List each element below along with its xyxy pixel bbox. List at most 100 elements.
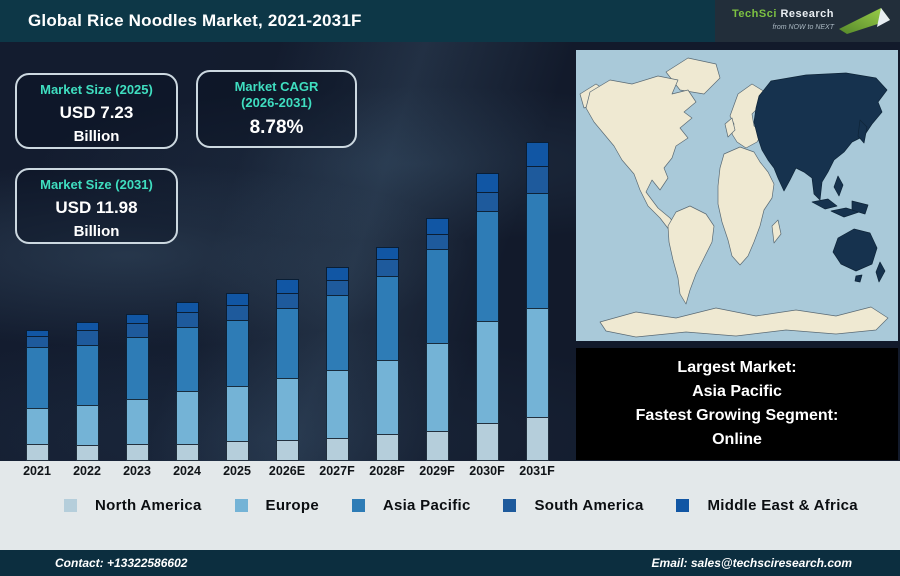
bar-column <box>162 302 212 461</box>
bar-stack-2026E <box>275 279 299 461</box>
footer-email: Email: sales@techsciresearch.com <box>651 556 852 570</box>
x-axis-label: 2027F <box>319 464 355 478</box>
bar-segment-north-america <box>25 444 49 461</box>
logo-text: TechSci Research from NOW to NEXT <box>732 9 834 33</box>
bar-column <box>12 330 62 461</box>
callout-market-cagr: Market CAGR (2026-2031) 8.78% <box>196 70 357 148</box>
market-highlight-box: Largest Market: Asia Pacific Fastest Gro… <box>576 348 898 460</box>
map-land-new-zealand <box>875 261 886 283</box>
bar-segment-europe <box>25 408 49 445</box>
bar-column <box>212 293 262 461</box>
callout-market-size-2025: Market Size (2025) USD 7.23 Billion <box>15 73 178 149</box>
legend-label: Middle East & Africa <box>707 497 858 514</box>
callout-value: 8.78% <box>249 117 304 138</box>
bar-segment-asia-pacific <box>25 347 49 409</box>
largest-market-label: Largest Market: <box>677 359 797 376</box>
x-axis-label: 2021 <box>23 464 51 478</box>
legend-label: North America <box>95 497 202 514</box>
bar-segment-europe <box>325 370 349 439</box>
logo-brand-tech: TechSci <box>732 8 777 20</box>
x-axis-label: 2024 <box>173 464 201 478</box>
x-axis-label: 2025 <box>223 464 251 478</box>
bar-segment-middle-east-africa <box>525 142 549 167</box>
map-land-philippines <box>833 175 844 197</box>
map-land-australia <box>832 228 878 272</box>
legend-item-europe: Europe <box>234 497 319 514</box>
map-land-japan <box>857 119 868 144</box>
bar-segment-south-america <box>325 280 349 296</box>
bar-segment-europe <box>175 391 199 445</box>
bar-segment-asia-pacific <box>475 211 499 322</box>
bar-segment-north-america <box>425 431 449 461</box>
legend-item-middle-east-africa: Middle East & Africa <box>676 497 858 514</box>
bar-segment-europe <box>425 343 449 432</box>
bar-segment-europe <box>125 399 149 445</box>
bar-stack-2024 <box>175 302 199 461</box>
bar-column <box>312 267 362 461</box>
bar-segment-north-america <box>175 444 199 461</box>
bar-stack-2030F <box>475 173 499 461</box>
bar-stack-2031F <box>525 142 549 461</box>
bar-segment-asia-pacific <box>275 308 299 379</box>
bar-segment-europe <box>525 308 549 418</box>
bar-segment-middle-east-africa <box>325 267 349 281</box>
x-axis-label: 2028F <box>369 464 405 478</box>
bar-chart <box>0 42 573 461</box>
x-axis-label: 2023 <box>123 464 151 478</box>
bar-segment-south-america <box>75 330 99 346</box>
map-land-tasmania <box>854 274 863 283</box>
fastest-segment-label: Fastest Growing Segment: <box>635 407 839 424</box>
logo-brand: TechSci Research <box>732 9 834 20</box>
x-axis-label: 2022 <box>73 464 101 478</box>
bar-column <box>362 247 412 461</box>
title-bar: Global Rice Noodles Market, 2021-2031F T… <box>0 0 900 42</box>
callout-title-line2: (2026-2031) <box>241 95 312 110</box>
world-map <box>576 50 898 341</box>
bar-stack-2021 <box>25 330 49 461</box>
bar-segment-south-america <box>275 293 299 309</box>
bar-segment-asia-pacific <box>525 193 549 309</box>
legend-item-south-america: South America <box>503 497 643 514</box>
bar-segment-north-america <box>375 434 399 461</box>
map-land-north-america <box>585 75 697 232</box>
map-land-africa <box>717 146 775 266</box>
legend-swatch <box>351 499 365 512</box>
bar-segment-north-america <box>125 444 149 461</box>
logo-brand-research: Research <box>780 8 834 20</box>
x-axis-label: 2026E <box>268 464 306 478</box>
map-land-madagascar <box>771 219 782 244</box>
map-land-new-guinea <box>851 200 869 215</box>
x-axis-label: 2030F <box>469 464 505 478</box>
legend-item-north-america: North America <box>64 497 202 514</box>
legend-label: South America <box>534 497 644 514</box>
legend-label: Asia Pacific <box>382 497 471 514</box>
footer-bar: Contact: +13322586602 Email: sales@techs… <box>0 550 900 576</box>
bar-column <box>412 218 462 461</box>
bar-stack-2029F <box>425 218 449 461</box>
callout-title: Market Size (2031) <box>40 177 153 192</box>
techsci-logo: TechSci Research from NOW to NEXT <box>715 0 900 42</box>
map-land-british-isles <box>724 117 736 138</box>
callout-unit: Billion <box>73 128 120 145</box>
map-land-indonesia <box>811 198 838 210</box>
bar-stack-2025 <box>225 293 249 461</box>
callout-value: USD 7.23 <box>59 103 134 122</box>
legend-swatch <box>64 499 77 512</box>
legend-swatch <box>676 499 690 512</box>
logo-arrow-icon <box>839 8 890 34</box>
bar-segment-middle-east-africa <box>475 173 499 193</box>
bar-stack-2023 <box>125 314 149 461</box>
bar-segment-north-america <box>325 438 349 461</box>
bar-stack-2022 <box>75 322 99 461</box>
bar-column <box>512 142 562 461</box>
bar-stack-2028F <box>375 247 399 461</box>
bar-segment-europe <box>475 321 499 424</box>
bar-segment-europe <box>275 378 299 441</box>
bar-segment-south-america <box>525 166 549 194</box>
callout-title: Market CAGR (2026-2031) <box>198 79 355 111</box>
footer-contact: Contact: +13322586602 <box>55 556 188 570</box>
bar-segment-asia-pacific <box>125 337 149 400</box>
bar-column <box>462 173 512 461</box>
legend-label: Europe <box>265 497 319 514</box>
fastest-segment-value: Online <box>712 431 762 448</box>
